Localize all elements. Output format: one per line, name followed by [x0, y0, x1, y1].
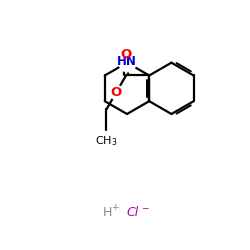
Text: Cl: Cl	[126, 206, 138, 220]
Text: O: O	[120, 48, 132, 61]
Text: O: O	[110, 86, 121, 99]
Text: H: H	[103, 206, 113, 220]
Text: +: +	[111, 203, 118, 212]
Text: CH$_3$: CH$_3$	[95, 134, 118, 147]
Text: HN: HN	[117, 55, 137, 68]
Text: −: −	[141, 203, 148, 212]
